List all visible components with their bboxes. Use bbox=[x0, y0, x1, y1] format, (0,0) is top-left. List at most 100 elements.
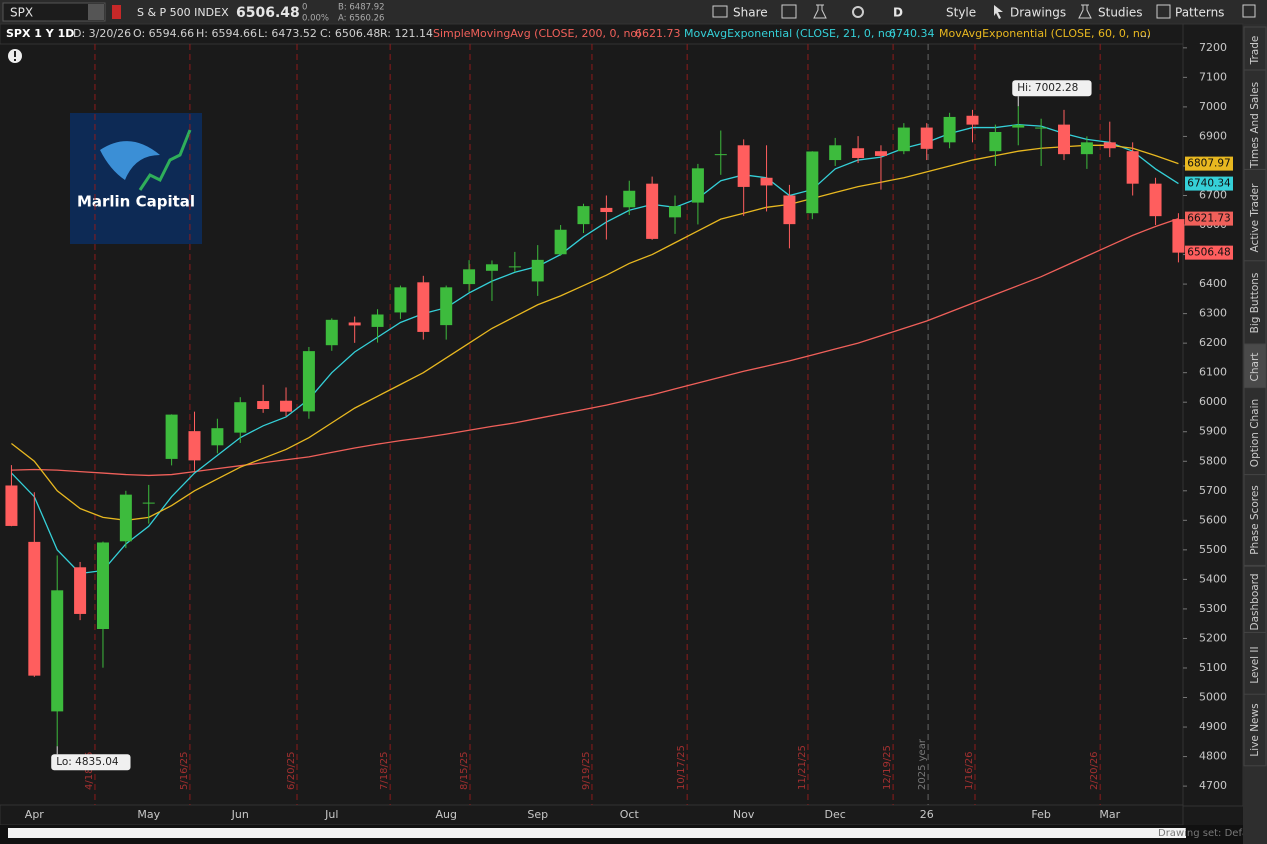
candle-body bbox=[691, 168, 704, 203]
x-tick-label: Jul bbox=[324, 808, 338, 821]
y-tick-label: 6300 bbox=[1199, 307, 1227, 320]
price-tag bbox=[1185, 211, 1233, 226]
event-label: 5/16/25 bbox=[179, 751, 190, 790]
y-tick-label: 5300 bbox=[1199, 602, 1227, 615]
legend-entry: MovAvgExponential (CLOSE, 60, 0, no) bbox=[939, 27, 1151, 40]
more[interactable]: ... bbox=[1140, 27, 1151, 40]
y-tick-label: 5900 bbox=[1199, 425, 1227, 438]
event-label: 11/21/25 bbox=[797, 745, 808, 790]
annotation-text: Hi: 7002.28 bbox=[1017, 82, 1078, 94]
price-tag-label: 6506.48 bbox=[1187, 247, 1230, 259]
candle-body bbox=[51, 590, 64, 712]
logo-chart bbox=[138, 129, 192, 191]
candle-body bbox=[257, 401, 270, 409]
legend-value: 6740.34 bbox=[889, 27, 935, 40]
candle-body bbox=[897, 127, 910, 152]
link-box[interactable] bbox=[112, 5, 121, 19]
y-tick-label: 6000 bbox=[1199, 395, 1227, 408]
candle-body bbox=[874, 151, 887, 156]
share-icon bbox=[712, 5, 728, 18]
y-tick-label: 7000 bbox=[1199, 100, 1227, 113]
alert-icon-mark bbox=[14, 59, 16, 61]
toolbar-button[interactable]: Style bbox=[946, 6, 976, 20]
icon bbox=[1156, 4, 1171, 19]
candle-body bbox=[646, 183, 659, 239]
sidebar-tab[interactable] bbox=[1243, 693, 1267, 767]
icon[interactable] bbox=[781, 4, 797, 19]
sidebar-tab-label[interactable]: Big Buttons bbox=[1249, 273, 1261, 334]
candle-body bbox=[1080, 142, 1093, 155]
candle-body bbox=[920, 127, 933, 149]
sidebar-tab-label[interactable]: Live News bbox=[1249, 703, 1261, 756]
symbol-box[interactable] bbox=[2, 2, 106, 22]
y-tick-label: 5600 bbox=[1199, 513, 1227, 526]
sidebar-tab-label[interactable]: Chart bbox=[1249, 353, 1261, 382]
toolbar-button[interactable]: Drawings bbox=[1010, 6, 1066, 20]
candle-body bbox=[554, 229, 567, 255]
candle-body bbox=[1058, 124, 1071, 155]
candle-body bbox=[531, 259, 544, 282]
alert-icon-mark bbox=[14, 51, 16, 57]
symbol-dropdown[interactable] bbox=[88, 4, 104, 20]
toolbar-button[interactable]: D bbox=[893, 6, 903, 20]
event-label: 6/20/25 bbox=[286, 751, 297, 790]
icon[interactable] bbox=[1242, 4, 1256, 18]
y-tick-label: 4900 bbox=[1199, 720, 1227, 733]
info-item: C: 6506.48 bbox=[320, 27, 380, 40]
sidebar-tab-label[interactable]: Phase Scores bbox=[1249, 485, 1261, 555]
event-label: 2/20/26 bbox=[1089, 751, 1100, 790]
sidebar-tab-label[interactable]: Active Trader bbox=[1249, 183, 1261, 253]
price-tag bbox=[1185, 176, 1233, 191]
ask: A: 6560.26 bbox=[338, 14, 384, 24]
candle-body bbox=[28, 541, 41, 676]
candle-body bbox=[829, 145, 842, 161]
candle-body bbox=[371, 314, 384, 327]
y-tick-label: 5400 bbox=[1199, 572, 1227, 585]
change: 0 bbox=[302, 3, 307, 13]
y-tick-label: 6400 bbox=[1199, 277, 1227, 290]
price-tag-label: 6740.34 bbox=[1187, 178, 1231, 190]
x-tick-label: May bbox=[137, 808, 160, 821]
sidebar-tab[interactable] bbox=[1243, 474, 1267, 566]
toolbar bbox=[0, 0, 1267, 24]
toolbar-button[interactable]: Share bbox=[733, 6, 768, 20]
candle-body bbox=[211, 428, 224, 446]
moving-average-line bbox=[11, 217, 1179, 477]
y-tick-label: 5200 bbox=[1199, 631, 1227, 644]
x-tick-label: Feb bbox=[1031, 808, 1050, 821]
candle-body bbox=[1172, 219, 1185, 253]
candle-body bbox=[737, 145, 750, 187]
candle-body bbox=[165, 414, 178, 459]
sidebar-tab-label[interactable]: Dashboard bbox=[1249, 574, 1261, 631]
event-label: 10/17/25 bbox=[676, 745, 687, 790]
candle-body bbox=[142, 502, 155, 504]
candle-body bbox=[1103, 142, 1116, 149]
toolbar-button[interactable]: Patterns bbox=[1175, 6, 1224, 20]
logo-fish bbox=[100, 141, 160, 180]
x-tick-label: Dec bbox=[825, 808, 846, 821]
x-tick-label: Aug bbox=[435, 808, 456, 821]
sidebar-tab-label[interactable]: Times And Sales bbox=[1249, 82, 1261, 169]
settings-icon[interactable] bbox=[852, 6, 864, 18]
icon bbox=[1078, 4, 1092, 19]
icon[interactable] bbox=[813, 4, 827, 19]
sidebar-tab-label[interactable]: Option Chain bbox=[1249, 399, 1261, 467]
info-item: O: 6594.66 bbox=[133, 27, 194, 40]
info-item: R: 121.14 bbox=[380, 27, 433, 40]
legend-entry: SimpleMovingAvg (CLOSE, 200, 0, no) bbox=[433, 27, 641, 40]
candle-body bbox=[485, 264, 498, 271]
sidebar-tab-label[interactable]: Level II bbox=[1249, 646, 1261, 683]
info-symbol: SPX 1 Y 1D bbox=[6, 27, 74, 40]
price-tag bbox=[1185, 245, 1233, 260]
y-tick-label: 7100 bbox=[1199, 70, 1227, 83]
legend-entry: MovAvgExponential (CLOSE, 21, 0, no) bbox=[684, 27, 896, 40]
y-tick-label: 5000 bbox=[1199, 691, 1227, 704]
toolbar-button[interactable]: Studies bbox=[1098, 6, 1143, 20]
y-tick-label: 6900 bbox=[1199, 129, 1227, 142]
candle-body bbox=[119, 494, 132, 542]
candle-body bbox=[669, 206, 682, 218]
x-tick-label: Oct bbox=[620, 808, 640, 821]
symbol: SPX bbox=[10, 6, 33, 20]
sidebar-tab-label[interactable]: Trade bbox=[1249, 36, 1261, 66]
scroll-thumb[interactable] bbox=[8, 828, 1186, 838]
